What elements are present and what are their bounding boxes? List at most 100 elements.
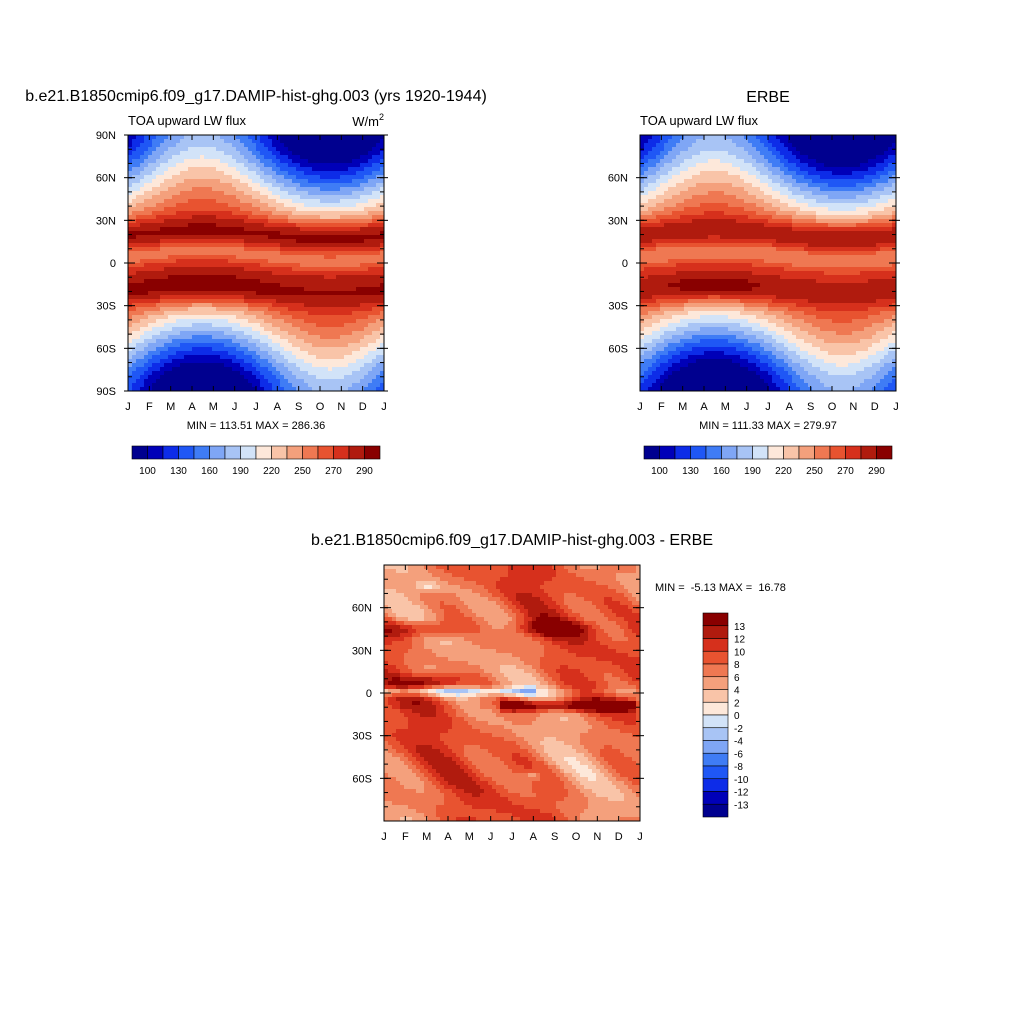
panel-model-field-cell: [340, 347, 345, 352]
panel-model-field-cell: [136, 223, 141, 228]
panel-model-field-cell: [216, 211, 221, 216]
panel-model-field-cell: [168, 167, 173, 172]
panel-model-field-cell: [152, 235, 157, 240]
panel-model-field-cell: [164, 323, 169, 328]
panel-model-field-cell: [216, 251, 221, 256]
panel-model-field-cell: [368, 295, 373, 300]
panel-model-field-cell: [220, 359, 225, 364]
panel-obs-field-cell: [796, 155, 801, 160]
panel-model-field-cell: [368, 243, 373, 248]
panel-model-field-cell: [264, 179, 269, 184]
panel-obs-field-cell: [856, 163, 861, 168]
panel-model-field-cell: [328, 159, 333, 164]
panel-model-field-cell: [212, 267, 217, 272]
panel-model-field-cell: [272, 159, 277, 164]
panel-obs-field-cell: [712, 159, 717, 164]
panel-model-field-cell: [192, 283, 197, 288]
panel-model-field-cell: [244, 135, 249, 140]
panel-model-field-cell: [324, 151, 329, 156]
panel-model-field-cell: [268, 315, 273, 320]
panel-model-field-cell: [188, 203, 193, 208]
panel-model-field-cell: [256, 351, 261, 356]
panel-model-field-cell: [252, 279, 257, 284]
panel-model-field-cell: [280, 215, 285, 220]
panel-model-field-cell: [156, 291, 161, 296]
panel-model-field-cell: [196, 291, 201, 296]
panel-obs-field-cell: [848, 167, 853, 172]
panel-obs-field-cell: [892, 143, 897, 148]
panel-model-field-cell: [352, 331, 357, 336]
panel-obs-field-cell: [660, 167, 665, 172]
panel-obs-field-cell: [748, 143, 753, 148]
panel-model-field-cell: [148, 247, 153, 252]
panel-model-field-cell: [276, 315, 281, 320]
panel-model-field-cell: [324, 311, 329, 316]
panel-model-field-cell: [308, 367, 313, 372]
panel-model-field-cell: [304, 267, 309, 272]
panel-model-field-cell: [248, 247, 253, 252]
panel-model-field-cell: [292, 371, 297, 376]
panel-model-field-cell: [204, 159, 209, 164]
panel-model-field-cell: [344, 315, 349, 320]
panel-model-field-cell: [172, 355, 177, 360]
panel-model-field-cell: [312, 335, 317, 340]
panel-model-field-cell: [132, 379, 137, 384]
panel-model-field-cell: [332, 263, 337, 268]
panel-obs-field-cell: [808, 143, 813, 148]
panel-obs-field-cell: [792, 179, 797, 184]
panel-model-field-cell: [272, 303, 277, 308]
panel-model-field-cell: [180, 163, 185, 168]
panel-model-field-cell: [356, 299, 361, 304]
panel-model-field-cell: [248, 323, 253, 328]
panel-model-field-cell: [176, 267, 181, 272]
panel-model-field-cell: [272, 207, 277, 212]
panel-model-field-cell: [284, 347, 289, 352]
panel-model-field-cell: [344, 255, 349, 260]
panel-model-field-cell: [160, 367, 165, 372]
panel-obs-field-cell: [768, 171, 773, 176]
panel-model-field-cell: [380, 243, 385, 248]
panel-model-field-cell: [264, 295, 269, 300]
panel-model-field-cell: [216, 351, 221, 356]
panel-model-field-cell: [128, 251, 133, 256]
panel-model-field-cell: [344, 191, 349, 196]
panel-model-field-cell: [244, 195, 249, 200]
panel-obs-field-cell: [820, 175, 825, 180]
panel-model-field-cell: [204, 363, 209, 368]
panel-model-field-cell: [256, 183, 261, 188]
panel-model-field-cell: [216, 335, 221, 340]
panel-model-field-cell: [260, 143, 265, 148]
panel-model-field-cell: [376, 363, 381, 368]
panel-model-field-cell: [300, 275, 305, 280]
panel-obs-field-cell: [720, 167, 725, 172]
panel-model-field-cell: [356, 339, 361, 344]
panel-model-field-cell: [268, 363, 273, 368]
panel-model-field-cell: [240, 151, 245, 156]
panel-model-field-cell: [316, 367, 321, 372]
panel-model-field-cell: [288, 211, 293, 216]
panel-obs-field-cell: [732, 163, 737, 168]
panel-model-field-cell: [260, 291, 265, 296]
panel-model-field-cell: [244, 347, 249, 352]
panel-model-field-cell: [364, 375, 369, 380]
panel-model-field-cell: [224, 227, 229, 232]
panel-model-field-cell: [192, 263, 197, 268]
panel-model-field-cell: [360, 275, 365, 280]
panel-model-field-cell: [212, 207, 217, 212]
panel-obs-field-cell: [832, 167, 837, 172]
panel-model-field-cell: [128, 263, 133, 268]
panel-model-field-cell: [300, 223, 305, 228]
panel-model-field-cell: [296, 163, 301, 168]
panel-model-field-cell: [328, 235, 333, 240]
panel-model-field-cell: [180, 319, 185, 324]
panel-model-field-cell: [352, 315, 357, 320]
panel-model-field-cell: [196, 171, 201, 176]
panel-model-field-cell: [256, 167, 261, 172]
panel-obs-field-cell: [888, 139, 893, 144]
panel-model-field-cell: [276, 323, 281, 328]
panel-model-ytick-label: 60S: [96, 343, 116, 355]
panel-model-field-cell: [272, 275, 277, 280]
panel-model-field-cell: [208, 331, 213, 336]
panel-model-field-cell: [248, 279, 253, 284]
